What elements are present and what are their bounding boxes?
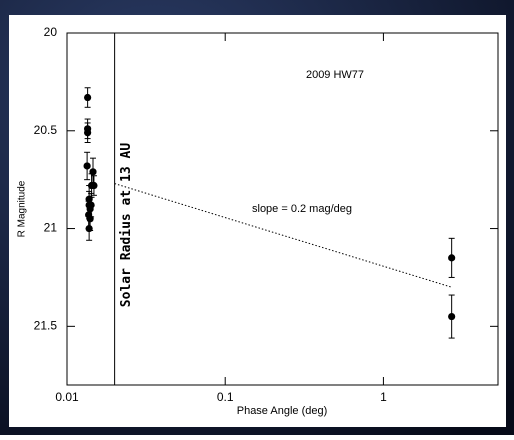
data-point [448,312,456,321]
x-axis-label: Phase Angle (deg) [237,405,328,417]
x-tick-label: 0.01 [55,390,79,404]
fit-line [114,183,452,288]
x-tick-label: 1 [380,390,387,404]
data-point [85,224,93,233]
x-tick-label: 0.1 [217,390,234,404]
data-point [87,201,95,209]
reference-label: Solar Radius at 13 AU [119,143,134,308]
y-tick-label: 21 [44,221,58,235]
plot-panel [9,15,506,427]
data-point [84,93,92,102]
data-point [90,181,98,190]
data-point [448,254,456,262]
fit-label: slope = 0.2 mag/deg [252,203,352,215]
plot-frame [66,32,499,386]
y-tick-label: 21.5 [34,319,58,333]
y-tick-label: 20.5 [34,123,58,137]
y-axis-label: R Magnitude [17,180,28,237]
data-point [89,168,97,176]
data-point [86,215,94,223]
y-tick-label: 20 [44,25,58,39]
data-point [84,129,92,137]
chart-title: 2009 HW77 [306,69,364,81]
data-point [83,162,91,170]
